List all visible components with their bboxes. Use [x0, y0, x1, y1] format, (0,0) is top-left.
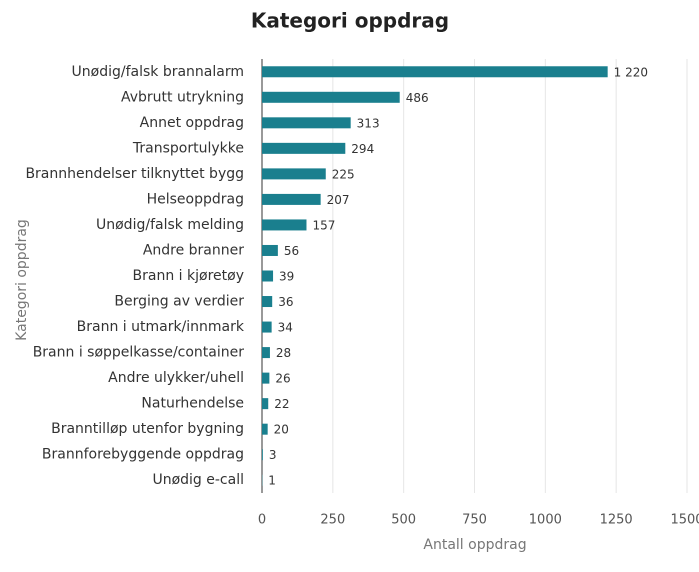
data-label: 207 — [327, 193, 350, 207]
data-label: 225 — [332, 167, 355, 181]
bar — [262, 117, 351, 129]
y-tick-label: Andre branner — [143, 242, 244, 258]
x-tick-label: 1000 — [529, 513, 562, 528]
bar — [262, 372, 270, 384]
bar — [262, 66, 608, 78]
y-tick-label: Branntilløp utenfor bygning — [51, 421, 244, 437]
y-tick-label: Brannhendelser tilknyttet bygg — [25, 166, 244, 182]
x-tick-label: 0 — [258, 513, 266, 528]
bar — [262, 142, 346, 154]
data-label: 486 — [406, 91, 429, 105]
bar — [262, 168, 326, 180]
bar — [262, 321, 272, 333]
data-label: 28 — [276, 346, 291, 360]
x-tick-label: 250 — [320, 513, 345, 528]
bar — [262, 91, 400, 103]
y-tick-label: Brann i søppelkasse/container — [33, 345, 245, 361]
y-tick-label: Naturhendelse — [141, 396, 244, 412]
data-label: 22 — [274, 397, 289, 411]
data-label: 36 — [278, 295, 293, 309]
y-tick-label: Brann i utmark/innmark — [77, 319, 245, 335]
data-label: 39 — [279, 270, 294, 284]
x-tick-label: 500 — [391, 513, 416, 528]
chart-title: Kategori oppdrag — [251, 9, 449, 33]
y-tick-label: Helseoppdrag — [147, 191, 244, 207]
x-tick-label: 750 — [462, 513, 487, 528]
bar — [262, 423, 268, 435]
bar — [262, 244, 278, 256]
y-tick-label: Unødig e-call — [152, 472, 244, 488]
data-label: 34 — [278, 321, 293, 335]
bar — [262, 219, 307, 231]
data-label: 3 — [269, 448, 277, 462]
bar — [262, 270, 274, 282]
bar — [262, 296, 273, 308]
data-label: 56 — [284, 244, 299, 258]
data-label: 1 — [268, 474, 276, 488]
x-axis-label: Antall oppdrag — [423, 537, 526, 553]
data-label: 313 — [357, 116, 380, 130]
bar — [262, 398, 269, 410]
bar — [262, 347, 270, 359]
data-label: 294 — [351, 142, 374, 156]
x-tick-label: 1250 — [600, 513, 633, 528]
y-tick-label: Transportulykke — [132, 140, 244, 156]
data-label: 26 — [275, 372, 290, 386]
data-label: 157 — [312, 218, 335, 232]
data-label: 1 220 — [614, 65, 648, 79]
y-tick-label: Annet oppdrag — [140, 115, 244, 131]
y-axis-label: Kategori oppdrag — [14, 219, 30, 341]
y-tick-label: Unødig/falsk melding — [96, 217, 244, 233]
y-tick-label: Avbrutt utrykning — [121, 89, 244, 105]
bar — [262, 193, 321, 205]
y-tick-label: Unødig/falsk brannalarm — [72, 64, 244, 80]
y-tick-label: Brann i kjøretøy — [133, 268, 244, 284]
y-tick-label: Berging av verdier — [114, 294, 244, 310]
data-label: 20 — [274, 423, 289, 437]
y-tick-label: Brannforebyggende oppdrag — [42, 447, 244, 463]
bar — [262, 449, 263, 461]
x-tick-label: 1500 — [670, 513, 699, 528]
y-tick-label: Andre ulykker/uhell — [108, 370, 244, 386]
